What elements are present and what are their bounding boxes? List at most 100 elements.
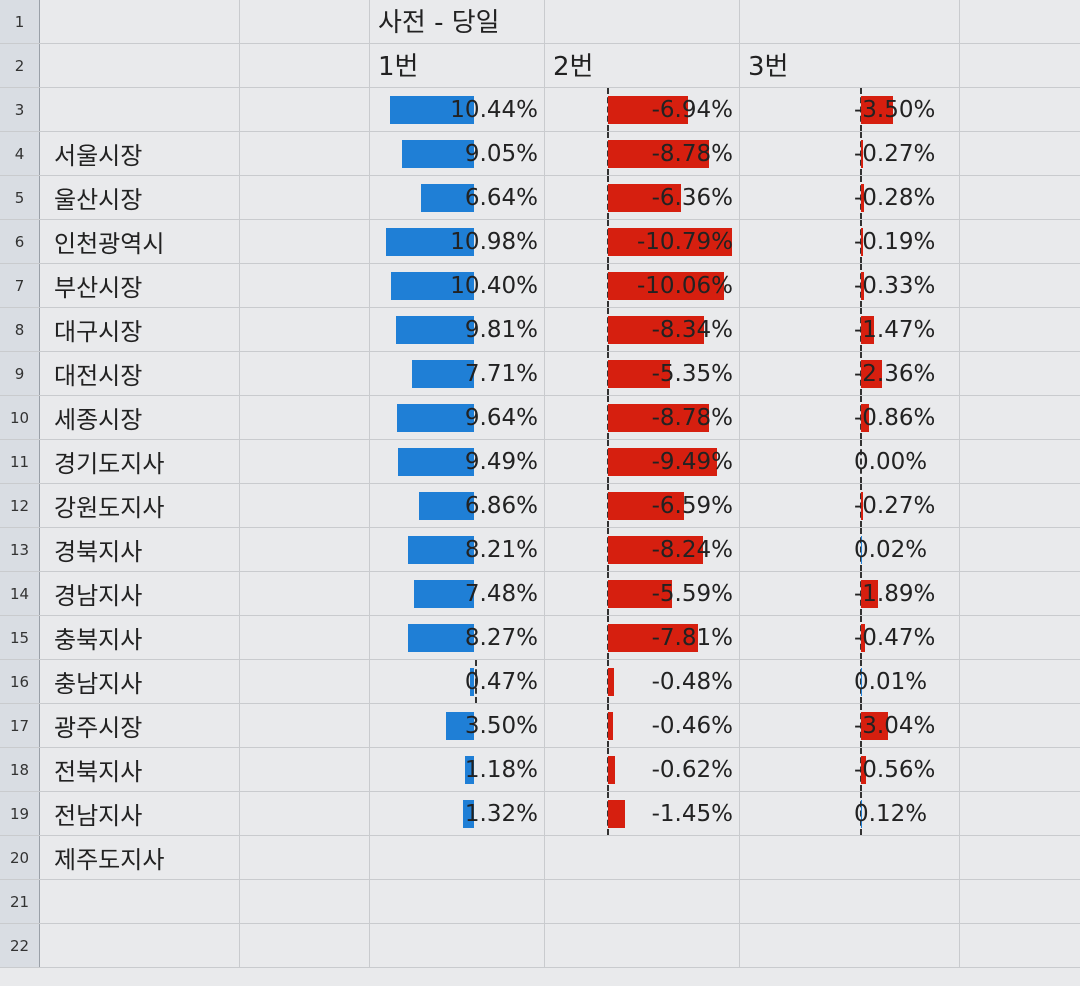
cell-col3-value[interactable]: -2.36%: [740, 352, 960, 395]
cell[interactable]: [40, 44, 240, 87]
region-label[interactable]: 전남지사: [40, 792, 240, 835]
cell-col3-value[interactable]: -0.27%: [740, 132, 960, 175]
cell-col2-value[interactable]: [545, 924, 740, 967]
region-label[interactable]: [40, 924, 240, 967]
cell[interactable]: [960, 352, 1080, 395]
cell-col1-value[interactable]: 10.44%: [370, 88, 545, 131]
cell-col1-value[interactable]: 9.49%: [370, 440, 545, 483]
cell[interactable]: [240, 352, 370, 395]
cell[interactable]: [960, 264, 1080, 307]
cell-col2-value[interactable]: -0.48%: [545, 660, 740, 703]
region-label[interactable]: 광주시장: [40, 704, 240, 747]
cell[interactable]: [240, 572, 370, 615]
cell[interactable]: [240, 264, 370, 307]
cell-col2-value[interactable]: -10.06%: [545, 264, 740, 307]
cell-col3-value[interactable]: 0.02%: [740, 528, 960, 571]
cell-col2-value[interactable]: -0.62%: [545, 748, 740, 791]
cell-col1-value[interactable]: [370, 836, 545, 879]
cell[interactable]: [960, 528, 1080, 571]
cell[interactable]: [240, 132, 370, 175]
cell-col3-value[interactable]: -0.27%: [740, 484, 960, 527]
cell-col1-value[interactable]: 9.81%: [370, 308, 545, 351]
cell-col2-value[interactable]: -1.45%: [545, 792, 740, 835]
cell-col1-value[interactable]: 0.47%: [370, 660, 545, 703]
cell[interactable]: [960, 704, 1080, 747]
cell-col2-value[interactable]: -8.78%: [545, 132, 740, 175]
region-label[interactable]: 충북지사: [40, 616, 240, 659]
row-number[interactable]: 6: [0, 220, 40, 263]
cell[interactable]: [240, 792, 370, 835]
row-number[interactable]: 16: [0, 660, 40, 703]
cell[interactable]: [240, 660, 370, 703]
cell-col3-value[interactable]: 0.00%: [740, 440, 960, 483]
cell-col1-value[interactable]: 6.86%: [370, 484, 545, 527]
cell-col3-value[interactable]: -0.47%: [740, 616, 960, 659]
cell[interactable]: [960, 660, 1080, 703]
region-label[interactable]: 경북지사: [40, 528, 240, 571]
cell-col1-value[interactable]: 10.98%: [370, 220, 545, 263]
cell-col2-value[interactable]: [545, 880, 740, 923]
region-label[interactable]: 제주도지사: [40, 836, 240, 879]
cell[interactable]: [240, 924, 370, 967]
cell-col2-value[interactable]: -8.24%: [545, 528, 740, 571]
cell[interactable]: [960, 308, 1080, 351]
cell[interactable]: [240, 0, 370, 43]
cell[interactable]: [960, 0, 1080, 43]
cell-col3-value[interactable]: 0.01%: [740, 660, 960, 703]
cell[interactable]: [240, 616, 370, 659]
cell-col3-value[interactable]: -1.47%: [740, 308, 960, 351]
cell-col2-value[interactable]: -6.36%: [545, 176, 740, 219]
cell-col2-value[interactable]: -7.81%: [545, 616, 740, 659]
region-label[interactable]: 대전시장: [40, 352, 240, 395]
region-label[interactable]: [40, 880, 240, 923]
row-number[interactable]: 19: [0, 792, 40, 835]
row-number[interactable]: 22: [0, 924, 40, 967]
cell[interactable]: [240, 880, 370, 923]
cell[interactable]: [240, 396, 370, 439]
cell[interactable]: [240, 44, 370, 87]
cell-col2-value[interactable]: -6.94%: [545, 88, 740, 131]
region-label[interactable]: 경남지사: [40, 572, 240, 615]
cell-col3-value[interactable]: -0.19%: [740, 220, 960, 263]
cell[interactable]: [960, 924, 1080, 967]
row-number[interactable]: 8: [0, 308, 40, 351]
cell[interactable]: [240, 88, 370, 131]
cell-col3-value[interactable]: 0.12%: [740, 792, 960, 835]
cell[interactable]: [960, 792, 1080, 835]
region-label[interactable]: 부산시장: [40, 264, 240, 307]
cell-col1-value[interactable]: 9.64%: [370, 396, 545, 439]
row-number[interactable]: 18: [0, 748, 40, 791]
region-label[interactable]: 울산시장: [40, 176, 240, 219]
cell-col2-header[interactable]: 2번: [545, 44, 740, 87]
cell-col3-value[interactable]: -1.89%: [740, 572, 960, 615]
cell[interactable]: [960, 572, 1080, 615]
cell[interactable]: [960, 748, 1080, 791]
cell-col2-value[interactable]: -5.59%: [545, 572, 740, 615]
cell[interactable]: [960, 836, 1080, 879]
cell[interactable]: [960, 220, 1080, 263]
row-number[interactable]: 13: [0, 528, 40, 571]
row-number[interactable]: 17: [0, 704, 40, 747]
cell-col2-value[interactable]: -9.49%: [545, 440, 740, 483]
cell-col2-value[interactable]: -8.34%: [545, 308, 740, 351]
cell-col3-value[interactable]: -0.56%: [740, 748, 960, 791]
cell-col2-value[interactable]: -8.78%: [545, 396, 740, 439]
region-label[interactable]: 충남지사: [40, 660, 240, 703]
cell[interactable]: [740, 0, 960, 43]
cell-col1-value[interactable]: 8.21%: [370, 528, 545, 571]
cell-col1-value[interactable]: 3.50%: [370, 704, 545, 747]
cell[interactable]: [960, 440, 1080, 483]
cell-col1-value[interactable]: 8.27%: [370, 616, 545, 659]
cell[interactable]: [960, 616, 1080, 659]
cell[interactable]: [240, 836, 370, 879]
cell-col3-value[interactable]: -0.86%: [740, 396, 960, 439]
cell[interactable]: [960, 132, 1080, 175]
cell[interactable]: [240, 440, 370, 483]
cell-col2-value[interactable]: [545, 836, 740, 879]
row-number[interactable]: 20: [0, 836, 40, 879]
cell-title[interactable]: 사전 - 당일: [370, 0, 545, 43]
cell-col3-value[interactable]: [740, 880, 960, 923]
cell-col2-value[interactable]: -10.79%: [545, 220, 740, 263]
cell-col1-value[interactable]: 1.32%: [370, 792, 545, 835]
cell-col1-header[interactable]: 1번: [370, 44, 545, 87]
